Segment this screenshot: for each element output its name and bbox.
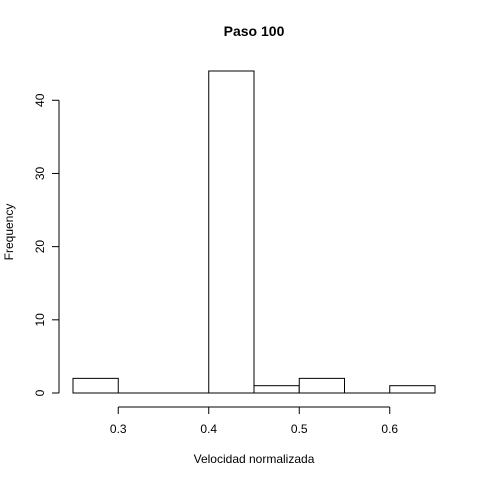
x-tick-label-1: 0.4	[200, 422, 217, 436]
histogram-bar-5	[298, 377, 345, 394]
y-tick-label-3: 30	[33, 166, 47, 180]
y-axis: 0 10 20 30 40	[33, 93, 60, 396]
histogram-bar-3	[208, 70, 255, 394]
y-tick-label-1: 10	[33, 313, 47, 327]
chart-title: Paso 100	[224, 23, 285, 39]
x-axis: 0.3 0.4 0.5 0.6	[110, 406, 398, 436]
bars-group	[72, 70, 436, 394]
x-tick-label-0: 0.3	[110, 422, 127, 436]
y-axis-label: Frequency	[2, 204, 16, 261]
histogram-bar-0	[72, 377, 119, 394]
x-tick-label-2: 0.5	[291, 422, 308, 436]
x-axis-label: Velocidad normalizada	[194, 452, 315, 466]
y-tick-label-4: 40	[33, 93, 47, 107]
histogram-bar-4	[253, 385, 300, 394]
y-tick-label-2: 20	[33, 240, 47, 254]
x-tick-label-3: 0.6	[381, 422, 398, 436]
y-tick-label-0: 0	[33, 389, 47, 396]
histogram-bar-7	[389, 385, 436, 394]
